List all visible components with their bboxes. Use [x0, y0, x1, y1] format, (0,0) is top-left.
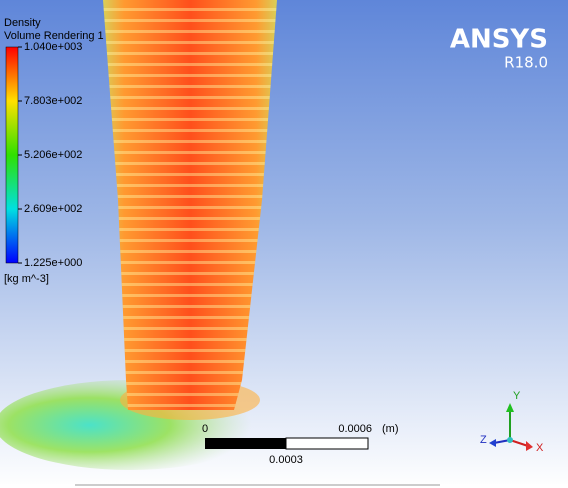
- color-bar: [5, 46, 19, 264]
- scale-middle: 0.0003: [269, 454, 303, 466]
- scale-bar-white: [285, 437, 369, 450]
- scale-end: 0.0006: [338, 423, 372, 435]
- scale-unit: (m): [382, 423, 399, 435]
- z-arrow: [489, 439, 496, 447]
- legend-label: 7.803e+002: [24, 95, 82, 107]
- logo-name: ANSYS: [450, 25, 548, 55]
- bottom-edge: [0, 484, 568, 488]
- legend-labels: 1.040e+003 7.803e+002 5.206e+002 2.609e+002…: [18, 41, 82, 269]
- legend-label: 1.225e+000: [24, 257, 82, 269]
- legend-label: 1.040e+003: [24, 41, 82, 53]
- legend-label: 5.206e+002: [24, 149, 82, 161]
- origin: [507, 437, 513, 443]
- axis-triad: Y X Z: [480, 390, 544, 454]
- scale-start: 0: [202, 423, 208, 435]
- scale-bar-black: [205, 438, 286, 449]
- legend-title: Density: [4, 17, 41, 29]
- x-arrow: [526, 441, 533, 451]
- x-axis: [509, 439, 529, 447]
- legend-label: 2.609e+002: [24, 203, 82, 215]
- y-label: Y: [513, 390, 521, 402]
- z-label: Z: [480, 434, 487, 446]
- legend-subtitle: Volume Rendering 1: [4, 30, 104, 42]
- y-arrow: [506, 403, 514, 412]
- legend-unit: [kg m^-3]: [4, 273, 49, 285]
- column-ribs: [103, 0, 277, 410]
- x-label: X: [536, 442, 544, 454]
- logo-version: R18.0: [504, 54, 548, 72]
